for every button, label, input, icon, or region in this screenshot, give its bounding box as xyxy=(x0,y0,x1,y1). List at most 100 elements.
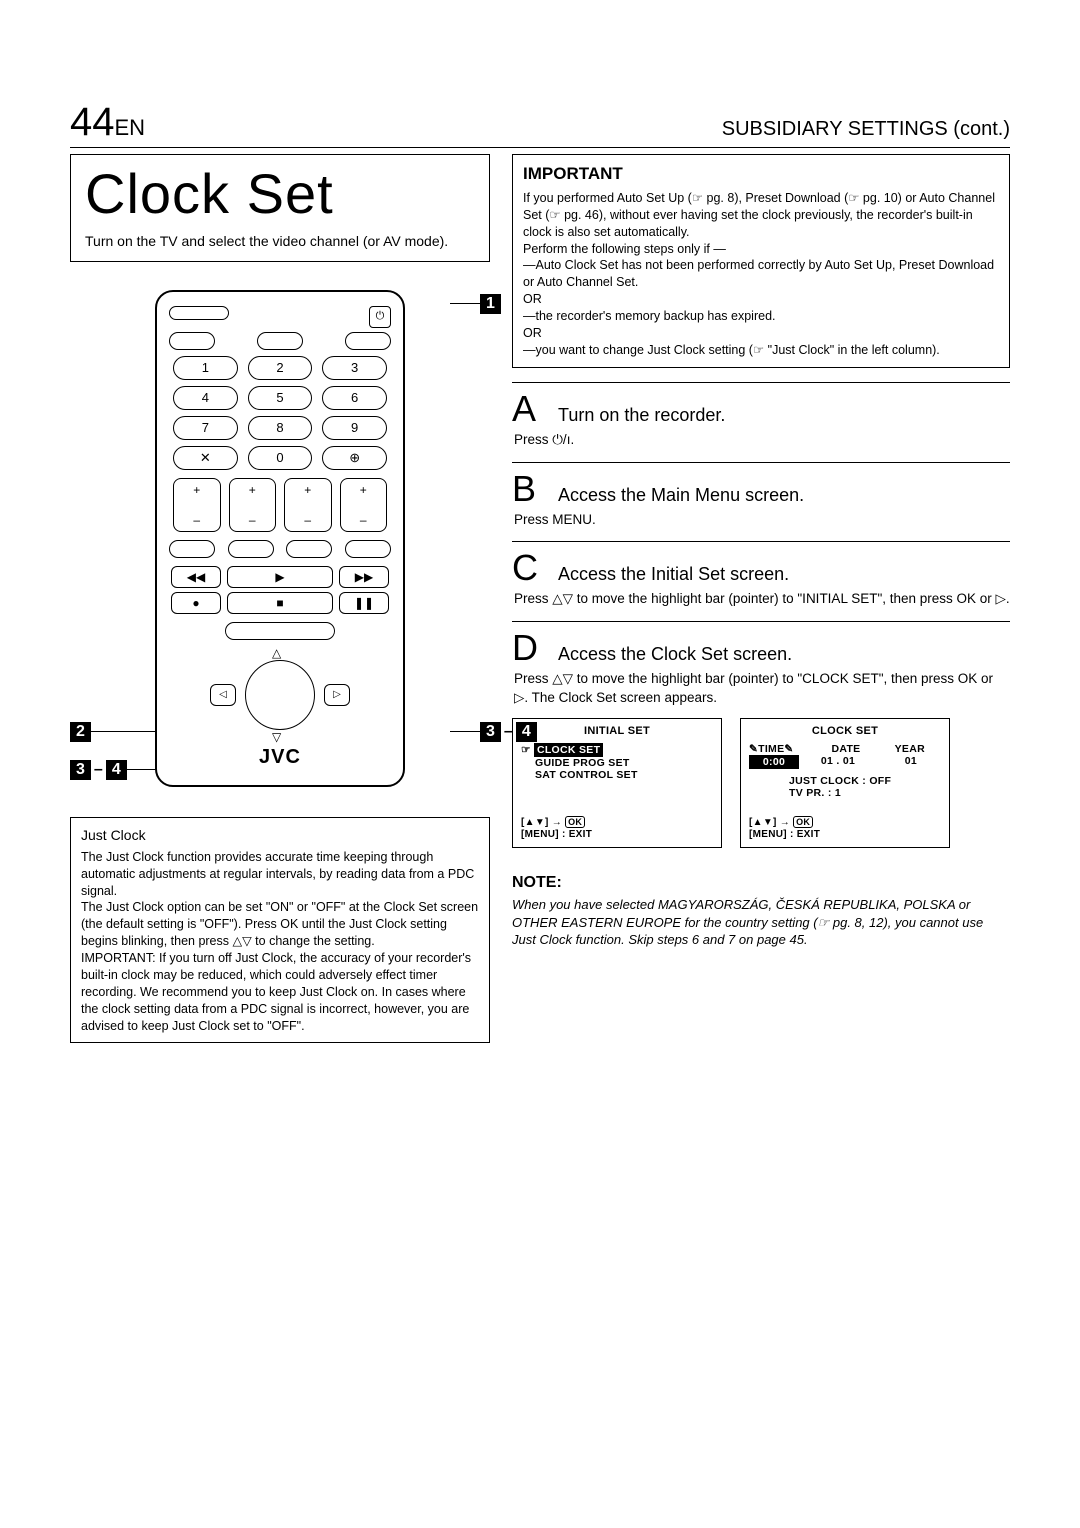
adjust-button: +– xyxy=(284,478,332,532)
remote-oval-button xyxy=(286,540,332,558)
important-line: OR xyxy=(523,291,999,308)
osd-value-row: 0:00 01 . 01 01 xyxy=(749,755,941,769)
power-button-icon: ⏻ xyxy=(369,306,391,328)
osd-footer: [MENU] : EXIT xyxy=(749,829,941,841)
osd-line: JUST CLOCK : OFF xyxy=(749,775,941,787)
important-line: Perform the following steps only if — xyxy=(523,241,999,258)
numpad-key: ✕ xyxy=(173,446,238,470)
numpad-key: 9 xyxy=(322,416,387,440)
osd-footer: [MENU] : EXIT xyxy=(521,829,713,841)
just-clock-box: Just Clock The Just Clock function provi… xyxy=(70,817,490,1044)
step-a: A Turn on the recorder. Press ⏻/ı. xyxy=(512,382,1010,462)
dpad-left-icon: ◁ xyxy=(210,684,236,706)
numpad-key: 8 xyxy=(248,416,313,440)
numpad-key: 2 xyxy=(248,356,313,380)
osd-title: INITIAL SET xyxy=(521,725,713,737)
important-line: —Auto Clock Set has not been performed c… xyxy=(523,257,999,291)
osd-footer: [▲▼] → OK xyxy=(521,817,713,829)
numpad-key: 1 xyxy=(173,356,238,380)
ffwd-icon: ▶▶ xyxy=(339,566,389,588)
osd-header-row: ✎TIME✎ DATE YEAR xyxy=(749,743,941,755)
step-letter: D xyxy=(512,630,546,666)
page-header: 44EN SUBSIDIARY SETTINGS (cont.) xyxy=(70,100,1010,148)
step-c: C Access the Initial Set screen. Press △▽… xyxy=(512,541,1010,621)
step-title: Access the Main Menu screen. xyxy=(558,485,804,506)
osd-footer: [▲▼] → OK xyxy=(749,817,941,829)
brand-logo: JVC xyxy=(169,746,391,769)
remote-oval-button xyxy=(228,540,274,558)
step-body: Press △▽ to move the highlight bar (poin… xyxy=(514,590,1010,609)
transport-row-2: ● ■ ❚❚ xyxy=(171,592,389,614)
osd-line: SAT CONTROL SET xyxy=(521,769,713,781)
important-line: —you want to change Just Clock setting (… xyxy=(523,342,999,359)
remote-diagram: 1 2 3–4 3–4 ⏻ 1 2 3 4 5 6 7 8 9 ✕ 0 xyxy=(70,290,490,787)
numpad-key: 0 xyxy=(248,446,313,470)
remote-body: ⏻ 1 2 3 4 5 6 7 8 9 ✕ 0 ⊕ +– xyxy=(155,290,405,787)
title-box: Clock Set Turn on the TV and select the … xyxy=(70,154,490,262)
numpad-key: 7 xyxy=(173,416,238,440)
pause-icon: ❚❚ xyxy=(339,592,389,614)
step-title: Access the Clock Set screen. xyxy=(558,644,792,665)
important-line: —the recorder's memory backup has expire… xyxy=(523,308,999,325)
important-line: OR xyxy=(523,325,999,342)
important-line: If you performed Auto Set Up (☞ pg. 8), … xyxy=(523,190,999,241)
callout-3-4-right: 3–4 xyxy=(450,722,537,742)
step-title: Turn on the recorder. xyxy=(558,405,725,426)
numpad-key: ⊕ xyxy=(322,446,387,470)
section-header: SUBSIDIARY SETTINGS (cont.) xyxy=(722,118,1010,141)
remote-oval-button xyxy=(169,540,215,558)
step-title: Access the Initial Set screen. xyxy=(558,564,789,585)
page-number: 44EN xyxy=(70,100,145,145)
transport-row: ◀◀ ▶ ▶▶ xyxy=(171,566,389,588)
remote-oval-button xyxy=(169,332,215,350)
important-box: IMPORTANT If you performed Auto Set Up (… xyxy=(512,154,1010,368)
remote-oval-button xyxy=(345,540,391,558)
osd-initial-set: INITIAL SET ☞ CLOCK SET GUIDE PROG SET S… xyxy=(512,718,722,848)
record-icon: ● xyxy=(171,592,221,614)
just-clock-body: The Just Clock function provides accurat… xyxy=(81,849,479,1035)
remote-adjust-row: +– +– +– +– xyxy=(173,478,387,532)
remote-oval-button xyxy=(345,332,391,350)
numpad-key: 3 xyxy=(322,356,387,380)
step-letter: B xyxy=(512,471,546,507)
numpad-key: 4 xyxy=(173,386,238,410)
page-title: Clock Set xyxy=(85,161,475,226)
menu-button-icon xyxy=(225,622,335,640)
numpad-key: 5 xyxy=(248,386,313,410)
intro-text: Turn on the TV and select the video chan… xyxy=(85,232,475,251)
remote-oval-button xyxy=(257,332,303,350)
adjust-button: +– xyxy=(173,478,221,532)
callout-1: 1 xyxy=(450,294,501,314)
play-icon: ▶ xyxy=(227,566,333,588)
note-heading: NOTE: xyxy=(512,874,1010,892)
page-number-value: 44 xyxy=(70,100,115,144)
step-b: B Access the Main Menu screen. Press MENU… xyxy=(512,462,1010,542)
osd-title: CLOCK SET xyxy=(749,725,941,737)
adjust-button: +– xyxy=(340,478,388,532)
just-clock-heading: Just Clock xyxy=(81,826,479,845)
step-d: D Access the Clock Set screen. Press △▽ t… xyxy=(512,621,1010,860)
osd-row: INITIAL SET ☞ CLOCK SET GUIDE PROG SET S… xyxy=(512,718,1010,848)
important-heading: IMPORTANT xyxy=(523,163,999,186)
dpad-down-icon: ▽ xyxy=(272,730,281,744)
dpad-up-icon: △ xyxy=(272,646,281,660)
step-body: Press MENU. xyxy=(514,511,1010,530)
stop-icon: ■ xyxy=(227,592,333,614)
remote-led xyxy=(169,306,229,320)
step-letter: C xyxy=(512,550,546,586)
remote-numpad: 1 2 3 4 5 6 7 8 9 ✕ 0 ⊕ xyxy=(173,356,387,470)
step-body: Press △▽ to move the highlight bar (poin… xyxy=(514,670,1010,708)
note-body: When you have selected MAGYARORSZÁG, ČES… xyxy=(512,896,1010,949)
osd-line: GUIDE PROG SET xyxy=(521,757,713,769)
rewind-icon: ◀◀ xyxy=(171,566,221,588)
osd-line: ☞ CLOCK SET xyxy=(521,743,713,757)
adjust-button: +– xyxy=(229,478,277,532)
step-letter: A xyxy=(512,391,546,427)
osd-clock-set: CLOCK SET ✎TIME✎ DATE YEAR 0:00 01 . 01 … xyxy=(740,718,950,848)
numpad-key: 6 xyxy=(322,386,387,410)
osd-line: TV PR. : 1 xyxy=(749,787,941,799)
step-body: Press ⏻/ı. xyxy=(514,431,1010,450)
dpad: ◁ ▷ △ ▽ xyxy=(210,650,350,740)
dpad-right-icon: ▷ xyxy=(324,684,350,706)
page-lang: EN xyxy=(115,115,146,140)
